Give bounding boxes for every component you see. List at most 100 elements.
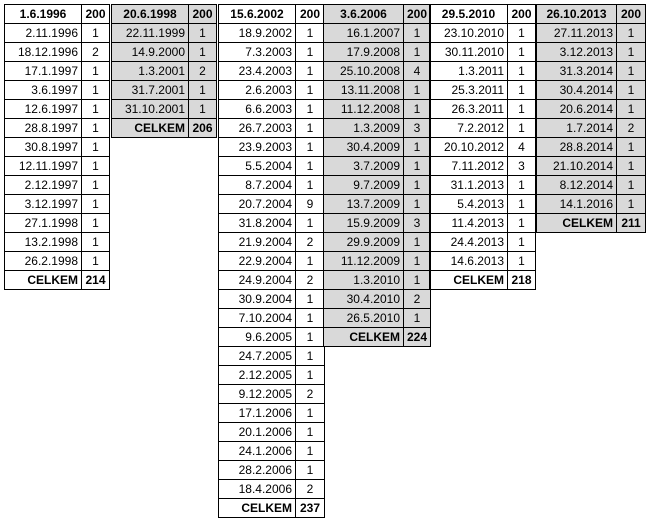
row-date: 23.4.2003 [218, 61, 296, 81]
table-row: 17.1.2006 1 [218, 403, 325, 423]
row-date: 30.4.2009 [323, 137, 404, 157]
table-row: 7.11.2012 3 [429, 156, 536, 176]
header-date: 20.6.1998 [111, 4, 189, 24]
table-row: 17.1.1997 1 [4, 61, 110, 81]
row-count: 1 [616, 194, 646, 214]
row-count: 1 [616, 99, 646, 119]
row-count: 1 [295, 137, 325, 157]
row-count: 1 [81, 194, 110, 214]
row-count: 1 [402, 99, 432, 119]
table-row: 20.6.2014 1 [536, 99, 646, 119]
row-date: 18.12.1996 [4, 42, 82, 62]
table-row: 28.8.1997 1 [4, 118, 110, 138]
row-date: 7.2.2012 [429, 118, 508, 138]
total-label: CELKEM [4, 270, 82, 290]
row-count: 2 [295, 232, 325, 252]
row-count: 1 [402, 270, 432, 290]
row-count: 1 [507, 118, 536, 138]
row-count: 1 [81, 232, 110, 252]
table-row: 28.8.2014 1 [536, 137, 646, 157]
table-row: 13.11.2008 1 [323, 80, 432, 100]
table-row: 26.5.2010 1 [323, 308, 432, 328]
row-date: 25.3.2011 [429, 80, 508, 100]
total-row: CELKEM 211 [536, 213, 646, 233]
row-count: 1 [402, 23, 432, 43]
total-row: CELKEM 218 [429, 270, 536, 290]
row-date: 16.1.2007 [323, 23, 404, 43]
table-row: 26.7.2003 1 [218, 118, 325, 138]
header-count: 200 [81, 4, 110, 24]
table-row: 18.9.2002 1 [218, 23, 325, 43]
row-date: 24.1.2006 [218, 441, 296, 461]
row-date: 12.6.1997 [4, 99, 82, 119]
row-date: 13.11.2008 [323, 80, 404, 100]
total-value: 211 [616, 213, 646, 233]
total-value: 224 [402, 327, 432, 347]
row-date: 2.6.2003 [218, 80, 296, 100]
row-count: 2 [295, 479, 325, 499]
row-date: 2.12.2005 [218, 365, 296, 385]
row-count: 1 [81, 213, 110, 233]
table-row: 31.10.2001 1 [111, 99, 217, 119]
table-row: 20.7.2004 9 [218, 194, 325, 214]
header-date: 3.6.2006 [323, 4, 404, 24]
total-label: CELKEM [536, 213, 617, 233]
table-row: 7.3.2003 1 [218, 42, 325, 62]
row-count: 1 [81, 80, 110, 100]
header-count: 200 [188, 4, 217, 24]
row-date: 14.1.2016 [536, 194, 617, 214]
total-value: 206 [188, 118, 217, 138]
total-label: CELKEM [218, 498, 296, 518]
table-row: 3.6.1997 1 [4, 80, 110, 100]
row-count: 1 [402, 137, 432, 157]
header-row: 29.5.2010 200 [429, 4, 536, 24]
table-row: 26.2.1998 1 [4, 251, 110, 271]
header-row: 3.6.2006 200 [323, 4, 432, 24]
table-row: 30.9.2004 1 [218, 289, 325, 309]
row-date: 12.11.1997 [4, 156, 82, 176]
row-date: 3.12.1997 [4, 194, 82, 214]
row-date: 15.9.2009 [323, 213, 404, 233]
table-row: 13.2.1998 1 [4, 232, 110, 252]
row-date: 30.9.2004 [218, 289, 296, 309]
row-count: 2 [295, 384, 325, 404]
row-count: 1 [402, 194, 432, 214]
row-date: 21.9.2004 [218, 232, 296, 252]
row-date: 1.7.2014 [536, 118, 617, 138]
table-row: 30.4.2014 1 [536, 80, 646, 100]
row-count: 1 [188, 99, 217, 119]
row-date: 26.7.2003 [218, 118, 296, 138]
row-count: 1 [507, 175, 536, 195]
row-count: 1 [81, 61, 110, 81]
table-row: 30.11.2010 1 [429, 42, 536, 62]
header-count: 200 [295, 4, 325, 24]
table-row: 24.4.2013 1 [429, 232, 536, 252]
row-count: 1 [616, 137, 646, 157]
total-row: CELKEM 237 [218, 498, 325, 518]
row-count: 1 [188, 23, 217, 43]
row-count: 9 [295, 194, 325, 214]
row-count: 1 [295, 118, 325, 138]
row-count: 2 [81, 42, 110, 62]
row-date: 28.8.2014 [536, 137, 617, 157]
row-count: 1 [81, 175, 110, 195]
table-row: 31.7.2001 1 [111, 80, 217, 100]
row-date: 26.3.2011 [429, 99, 508, 119]
table-row: 12.6.1997 1 [4, 99, 110, 119]
table-row: 14.1.2016 1 [536, 194, 646, 214]
row-count: 2 [402, 289, 432, 309]
row-count: 1 [507, 80, 536, 100]
row-count: 1 [507, 213, 536, 233]
row-date: 24.9.2004 [218, 270, 296, 290]
table-row: 11.12.2008 1 [323, 99, 432, 119]
row-count: 1 [295, 327, 325, 347]
table-row: 18.12.1996 2 [4, 42, 110, 62]
row-count: 1 [616, 61, 646, 81]
row-date: 9.6.2005 [218, 327, 296, 347]
table-row: 25.10.2008 4 [323, 61, 432, 81]
row-date: 18.4.2006 [218, 479, 296, 499]
row-date: 31.3.2014 [536, 61, 617, 81]
row-count: 1 [295, 80, 325, 100]
row-count: 1 [295, 213, 325, 233]
table-row: 1.3.2009 3 [323, 118, 432, 138]
